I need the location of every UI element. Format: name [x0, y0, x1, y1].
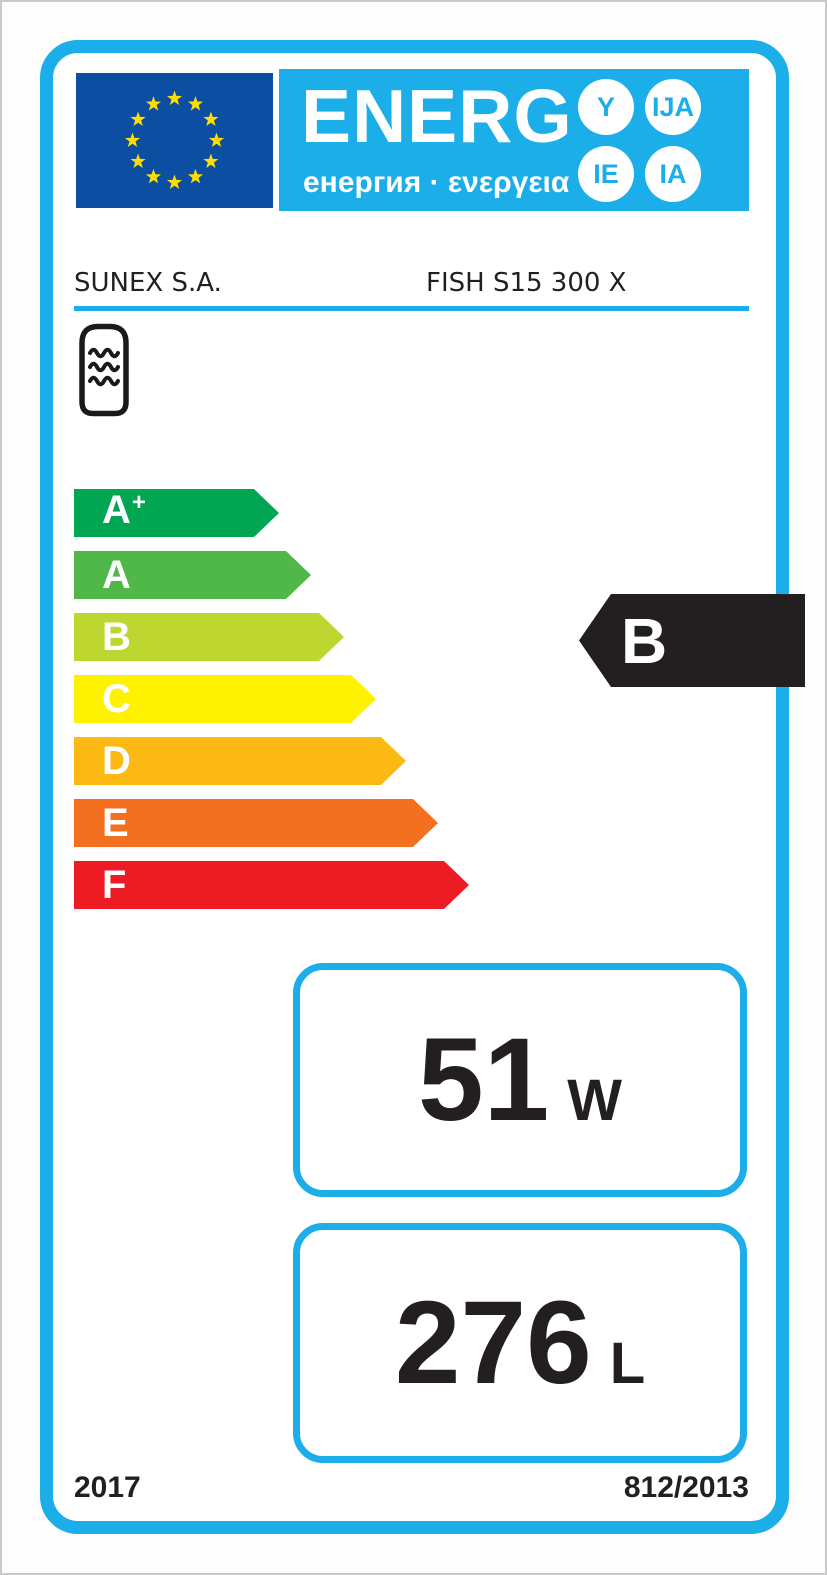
class-letter: B: [102, 615, 131, 659]
footer-row: 2017 812/2013: [74, 1473, 749, 1503]
divider-rule: [74, 306, 749, 311]
class-arrow-b: B: [74, 613, 344, 661]
class-letter: D: [102, 739, 131, 783]
model-identifier: FISH S15 300 X: [426, 268, 627, 298]
regulation-number: 812/2013: [623, 1471, 749, 1504]
class-letter: E: [102, 801, 129, 845]
energ-logo-panel: ENERG енергия · ενεργεια Y IJA IE IA: [279, 69, 749, 211]
class-arrow-c: C: [74, 675, 376, 723]
hot-water-tank-icon: [79, 323, 129, 417]
storage-volume-value: 276: [394, 1277, 592, 1409]
class-arrow-e: E: [74, 799, 438, 847]
storage-volume-box: 276 L: [293, 1223, 747, 1463]
eu-flag-icon: [76, 73, 273, 208]
energy-word-badge-ija: IJA: [645, 79, 701, 135]
energ-wordmark: ENERG: [301, 74, 573, 158]
class-arrow-d: D: [74, 737, 406, 785]
rating-class-letter: B: [621, 604, 668, 677]
standing-loss-box: 51 W: [293, 963, 747, 1197]
energy-label: ENERG енергия · ενεργεια Y IJA IE IA SUNEX …: [40, 40, 805, 1534]
class-arrow-a+: A+: [74, 489, 279, 537]
class-letter: C: [102, 677, 131, 721]
class-letter: A+: [102, 488, 146, 532]
class-arrow-a: A: [74, 551, 311, 599]
class-letter: F: [102, 863, 127, 907]
rating-arrow: B: [579, 594, 805, 687]
efficiency-scale: A+ A B C D E F: [74, 489, 574, 923]
storage-volume-unit: L: [609, 1331, 646, 1396]
energ-translations: енергия · ενεργεια: [303, 166, 570, 199]
standing-loss-value: 51: [417, 1014, 550, 1146]
energy-word-badge-ia: IA: [645, 146, 701, 202]
class-letter: A: [102, 553, 131, 597]
class-arrow-f: F: [74, 861, 469, 909]
brand-row: SUNEX S.A. FISH S15 300 X: [74, 265, 749, 301]
standing-loss-unit: W: [567, 1068, 622, 1133]
energy-word-badge-y: Y: [578, 79, 634, 135]
energy-word-badges: Y IJA IE IA: [578, 79, 701, 202]
supplier-name: SUNEX S.A.: [74, 268, 222, 298]
energy-word-badge-ie: IE: [578, 146, 634, 202]
label-year: 2017: [74, 1471, 141, 1504]
